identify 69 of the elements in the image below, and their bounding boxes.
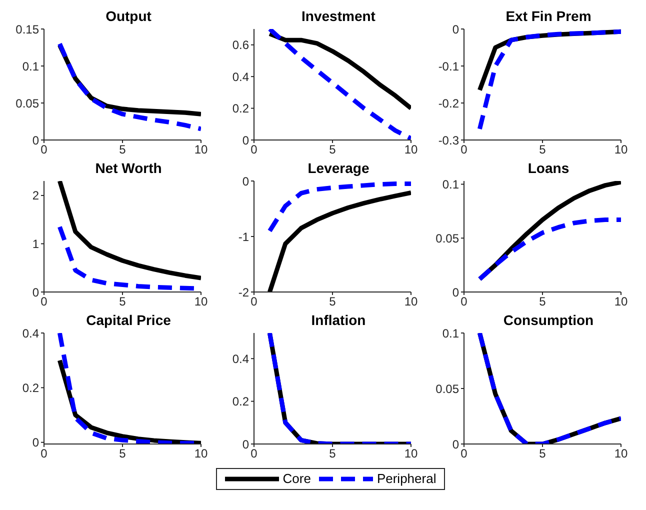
y-tick-label: 0.1 xyxy=(442,177,460,192)
y-tick-label: 1 xyxy=(32,237,40,251)
y-tick-label: 0.4 xyxy=(232,352,250,366)
legend-label: Core xyxy=(282,471,311,487)
y-tick-label: 0 xyxy=(452,285,460,300)
chart-title: Leverage xyxy=(308,160,370,176)
line-series xyxy=(267,333,411,444)
chart-title: Consumption xyxy=(503,312,594,328)
x-tick-label: 10 xyxy=(614,294,628,309)
y-tick-label: 0.05 xyxy=(436,382,460,396)
y-tick-label: 0 xyxy=(32,436,40,450)
y-tick-label: 0.4 xyxy=(232,70,250,84)
x-tick-label: 10 xyxy=(404,294,418,309)
chart-title: Net Worth xyxy=(94,160,163,177)
chart-title: Capital Price xyxy=(86,312,171,328)
line-series xyxy=(267,190,411,292)
y-tick-label: 0.15 xyxy=(16,22,40,36)
x-tick-label: 10 xyxy=(614,446,628,461)
y-tick-label: 0.1 xyxy=(442,326,460,340)
y-tick-label: -0.2 xyxy=(438,96,460,110)
y-tick-label: -1 xyxy=(238,230,250,244)
x-tick-label: 5 xyxy=(329,142,336,157)
chart-title: Ext Fin Prem xyxy=(506,8,592,24)
line-series xyxy=(57,42,201,132)
y-tick-label: 0 xyxy=(242,174,250,188)
chart-title: Loans xyxy=(526,160,570,177)
y-tick-label: 0 xyxy=(452,437,460,452)
y-tick-label: 0.05 xyxy=(16,96,40,110)
x-tick-label: 10 xyxy=(404,446,418,461)
line-series xyxy=(57,181,201,280)
x-tick-label: 5 xyxy=(539,142,546,157)
x-tick-label: 5 xyxy=(329,446,336,461)
line-series xyxy=(477,29,621,132)
y-tick-label: 0 xyxy=(452,22,460,36)
chart-title: Inflation xyxy=(310,312,367,329)
y-tick-label: 0 xyxy=(32,285,40,300)
x-tick-label: 10 xyxy=(404,142,418,157)
y-tick-label: 0.4 xyxy=(22,326,40,340)
line-series xyxy=(267,32,411,111)
legend-label: Peripheral xyxy=(376,471,436,487)
x-tick-label: 10 xyxy=(194,294,208,309)
x-tick-label: 5 xyxy=(539,294,546,309)
y-tick-label: 0.6 xyxy=(232,38,250,52)
x-tick-label: 5 xyxy=(329,294,336,309)
y-tick-label: -0.1 xyxy=(438,59,460,74)
y-tick-label: 0.2 xyxy=(232,394,250,409)
chart-title: Output xyxy=(106,8,152,24)
x-tick-label: 10 xyxy=(614,142,628,157)
line-series xyxy=(267,182,411,234)
x-tick-label: 5 xyxy=(119,446,126,461)
line-series xyxy=(477,333,621,444)
y-tick-label: 0 xyxy=(32,133,40,148)
y-tick-label: 2 xyxy=(32,188,40,203)
y-tick-label: 0.05 xyxy=(436,231,460,246)
x-tick-label: 5 xyxy=(119,142,126,157)
line-series xyxy=(477,218,621,282)
x-tick-label: 5 xyxy=(539,446,546,461)
chart-title: Investment xyxy=(300,8,376,25)
y-tick-label: 0.2 xyxy=(22,380,40,395)
y-tick-label: -2 xyxy=(238,285,250,300)
y-tick-label: 0 xyxy=(242,437,250,452)
y-tick-label: 0.2 xyxy=(232,102,250,116)
x-tick-label: 10 xyxy=(194,446,208,461)
x-tick-label: 10 xyxy=(194,142,208,157)
y-tick-label: 0 xyxy=(242,133,250,148)
x-tick-label: 5 xyxy=(119,294,126,309)
line-series xyxy=(267,29,411,140)
y-tick-label: 0.1 xyxy=(22,59,40,74)
y-tick-label: -0.3 xyxy=(438,133,460,148)
